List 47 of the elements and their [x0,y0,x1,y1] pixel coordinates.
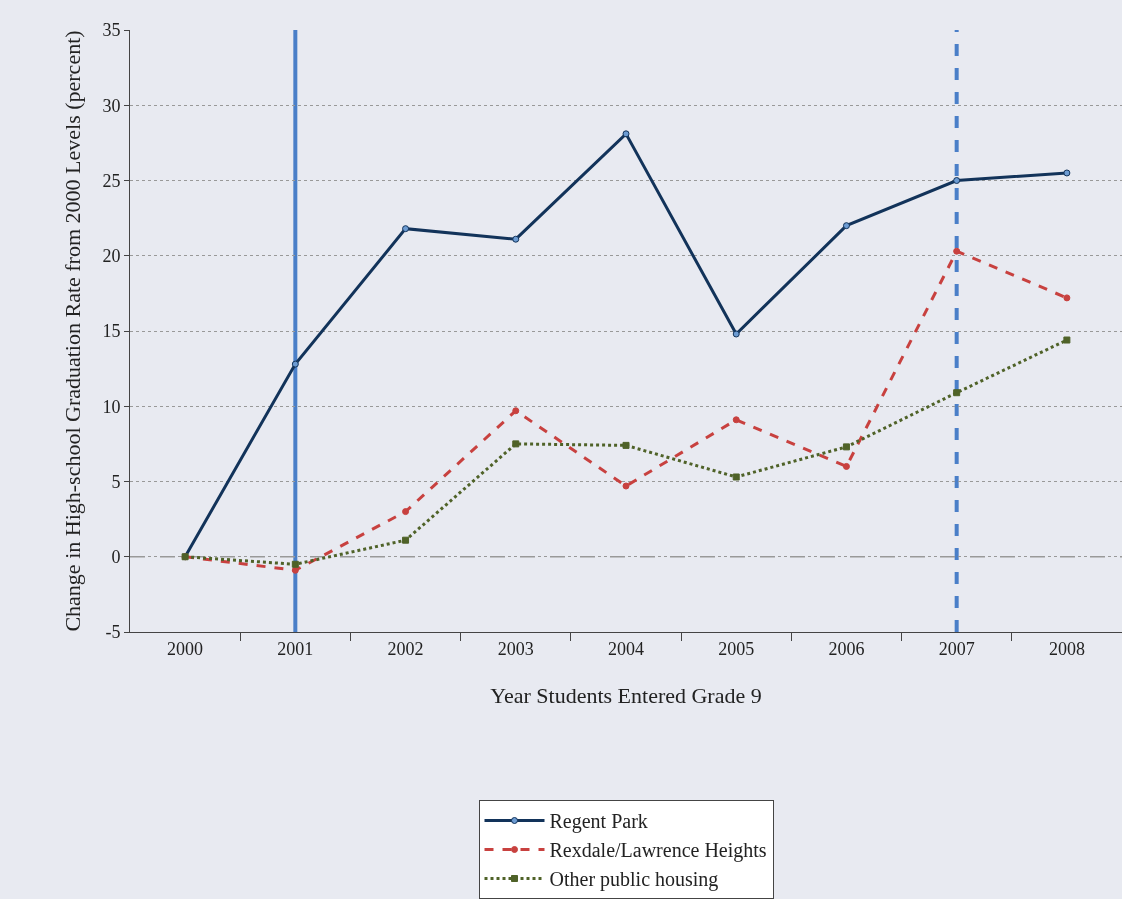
x-tick-label: 2006 [828,638,865,659]
legend-label: Rexdale/Lawrence Heights [549,839,767,863]
point [732,330,740,338]
point [842,443,850,451]
point [512,235,520,243]
point [291,566,299,574]
x-tick-label: 2002 [387,638,424,659]
point [622,130,630,138]
point [1063,169,1071,177]
y-tick-label: -5 [105,622,121,643]
point [953,177,961,184]
point [291,560,299,568]
point [732,416,740,424]
y-tick-label: 20 [102,246,121,267]
y-tick-label: 5 [111,471,121,492]
point [842,462,850,470]
y-tick-label: 10 [102,396,121,417]
y-tick-label: 35 [102,20,121,41]
point [953,247,961,255]
y-tick-label: 25 [102,170,121,191]
legend-label: Regent Park [549,810,648,834]
point [622,441,630,449]
x-tick-label: 2007 [938,638,975,659]
point [512,407,520,415]
point [402,536,410,544]
x-axis-title: Year Students Entered Grade 9 [490,683,762,709]
y-axis-title: Change in High-school Graduation Rate from 2000 Levels (percent) [60,30,86,632]
y-tick-label: 15 [102,321,121,342]
point [1063,294,1071,302]
point [1063,336,1071,344]
point [953,389,961,397]
point [402,225,410,233]
point [842,222,850,230]
y-tick-label: 30 [102,95,121,116]
x-tick-label: 2003 [497,638,534,659]
point [291,360,299,368]
x-tick-label: 2000 [167,638,204,659]
x-tick-label: 2001 [277,638,314,659]
point [402,508,410,516]
x-tick-label: 2005 [718,638,755,659]
point [622,482,630,490]
legend-label: Other public housing [549,868,719,892]
x-tick-label: 2008 [1048,638,1085,659]
y-tick-label: 0 [111,547,121,568]
point [732,473,740,481]
point [512,440,520,448]
x-tick-label: 2004 [608,638,644,659]
